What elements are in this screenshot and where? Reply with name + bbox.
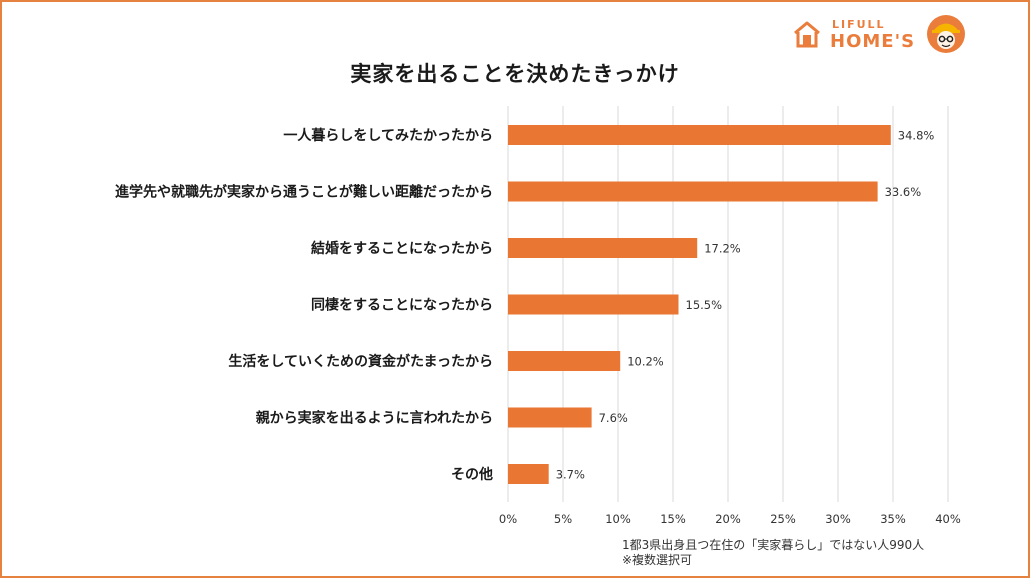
bar <box>508 464 549 484</box>
x-tick-label: 0% <box>499 512 517 526</box>
mascot-icon <box>927 15 965 53</box>
data-label: 3.7% <box>556 468 585 482</box>
footnote-line-2: ※複数選択可 <box>622 553 693 567</box>
category-label: 生活をしていくための資金がたまったから <box>228 353 493 370</box>
brand-main-text: HOME'S <box>830 31 916 52</box>
bar <box>508 181 878 202</box>
x-tick-label: 20% <box>715 512 741 526</box>
x-tick-label: 35% <box>880 512 906 526</box>
house-icon <box>794 21 820 48</box>
data-label: 34.8% <box>898 129 935 143</box>
x-tick-label: 5% <box>554 512 572 526</box>
category-label: その他 <box>451 466 493 483</box>
category-label: 同棲をすることになったから <box>311 297 493 314</box>
x-tick-label: 30% <box>825 512 851 526</box>
footnote-line-1: 1都3県出身且つ在住の「実家暮らし」ではない人990人 <box>622 538 925 552</box>
bar <box>508 294 679 315</box>
category-label: 進学先や就職先が実家から通うことが難しい距離だったから <box>115 184 493 201</box>
category-label: 親から実家を出るように言われたから <box>256 410 493 427</box>
chart-title: 実家を出ることを決めたきっかけ <box>350 62 680 86</box>
bar <box>508 351 621 371</box>
data-label: 15.5% <box>686 298 723 312</box>
data-label: 7.6% <box>599 411 628 425</box>
category-label: 結婚をすることになったから <box>311 240 493 257</box>
x-tick-label: 40% <box>935 512 961 526</box>
brand-top-text: LIFULL <box>832 18 886 31</box>
data-label: 17.2% <box>704 242 741 256</box>
x-tick-label: 10% <box>605 512 631 526</box>
bar <box>508 238 698 258</box>
category-label: 一人暮らしをしてみたかったから <box>283 127 493 144</box>
brand-logo: LIFULL HOME'S <box>792 14 972 58</box>
x-tick-label: 15% <box>660 512 686 526</box>
bar <box>508 125 891 145</box>
footnote: 1都3県出身且つ在住の「実家暮らし」ではない人990人 ※複数選択可 <box>622 538 924 568</box>
data-label: 33.6% <box>885 185 922 199</box>
data-label: 10.2% <box>627 355 664 369</box>
bar <box>508 407 592 428</box>
x-tick-label: 25% <box>770 512 796 526</box>
